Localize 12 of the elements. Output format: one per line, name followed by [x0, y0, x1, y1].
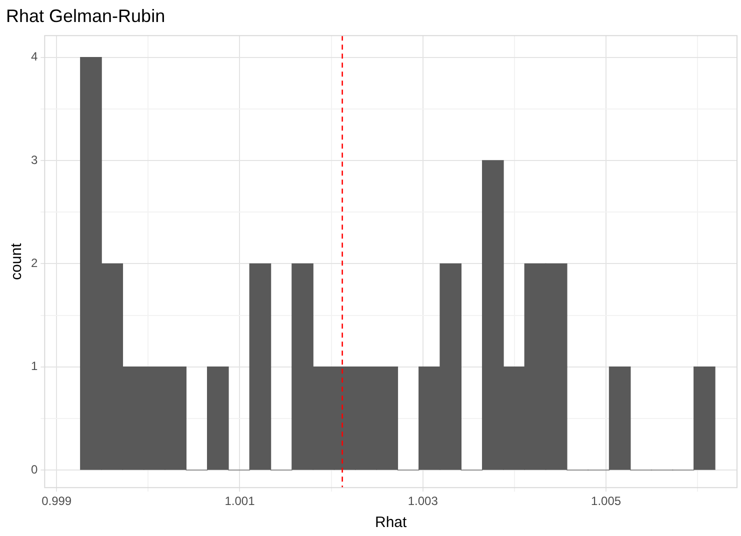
x-tick-label: 1.005	[591, 494, 622, 508]
y-tick-label: 3	[30, 152, 38, 167]
y-tick-label: 4	[30, 50, 38, 64]
x-tick-label: 1.001	[224, 494, 256, 508]
x-tick-label: 0.999	[42, 494, 72, 508]
chart-title: Rhat Gelman-Rubin	[6, 6, 166, 26]
y-tick-label: 2	[30, 256, 38, 270]
y-axis-title: count	[8, 242, 26, 280]
x-axis-title: Rhat	[374, 514, 408, 532]
y-tick-label: 0	[30, 462, 38, 476]
x-tick-label: 1.003	[408, 494, 438, 508]
y-tick-label: 1	[30, 359, 38, 374]
